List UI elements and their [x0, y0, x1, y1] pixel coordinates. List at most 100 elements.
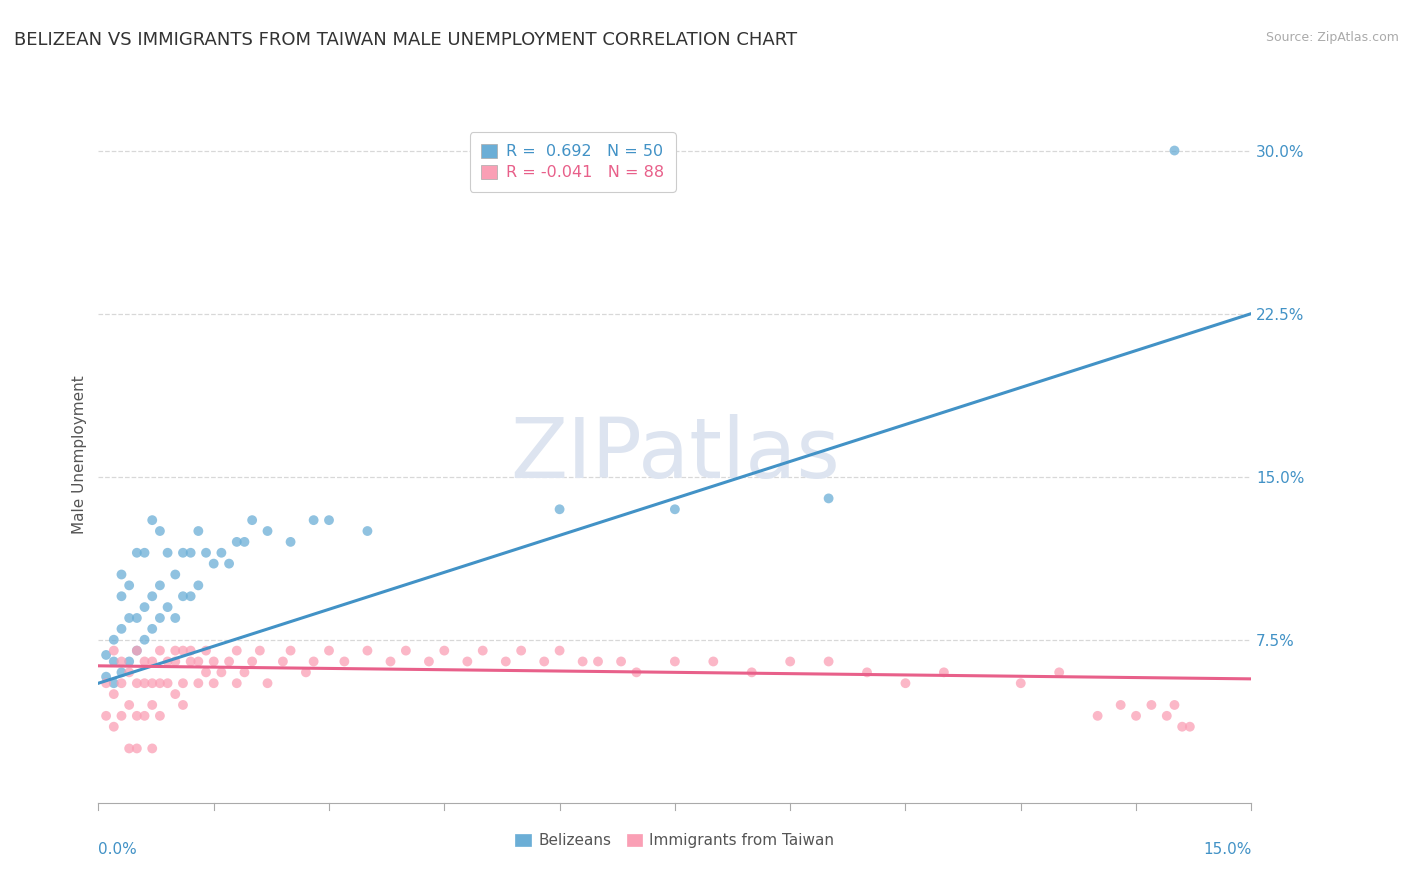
Point [149, 611, 172, 625]
Point [141, 655, 163, 669]
Point [433, 643, 456, 657]
Point [240, 655, 263, 669]
Point [302, 655, 325, 669]
Point [817, 491, 839, 506]
Point [103, 655, 125, 669]
Point [510, 643, 533, 657]
Point [125, 676, 148, 690]
Point [149, 578, 172, 592]
Point [180, 546, 202, 560]
Point [110, 665, 132, 680]
Point [418, 655, 440, 669]
Point [134, 708, 156, 723]
Point [209, 665, 232, 680]
Point [225, 643, 247, 657]
Point [125, 708, 148, 723]
Point [165, 567, 187, 582]
Point [1109, 698, 1132, 712]
Point [225, 534, 247, 549]
Point [172, 698, 194, 712]
Point [103, 720, 125, 734]
Point [395, 643, 418, 657]
Point [125, 643, 148, 657]
Point [134, 676, 156, 690]
Point [118, 611, 141, 625]
Point [1156, 708, 1178, 723]
Point [1047, 665, 1070, 680]
Point [741, 665, 763, 680]
Point [180, 643, 202, 657]
Point [1140, 698, 1163, 712]
Point [1010, 676, 1032, 690]
Point [187, 676, 209, 690]
Point [240, 513, 263, 527]
Point [94, 670, 117, 684]
Point [141, 676, 163, 690]
Point [165, 687, 187, 701]
Point [318, 643, 340, 657]
Point [180, 589, 202, 603]
Point [165, 655, 187, 669]
Point [134, 600, 156, 615]
Text: BELIZEAN VS IMMIGRANTS FROM TAIWAN MALE UNEMPLOYMENT CORRELATION CHART: BELIZEAN VS IMMIGRANTS FROM TAIWAN MALE … [14, 31, 797, 49]
Point [548, 643, 571, 657]
Point [571, 655, 593, 669]
Point [664, 655, 686, 669]
Point [1125, 708, 1147, 723]
Point [149, 676, 172, 690]
Point [134, 632, 156, 647]
Point [664, 502, 686, 516]
Point [1163, 698, 1185, 712]
Point [165, 643, 187, 657]
Point [110, 589, 132, 603]
Point [156, 546, 179, 560]
Point [779, 655, 801, 669]
Text: ZIPatlas: ZIPatlas [510, 415, 839, 495]
Point [103, 687, 125, 701]
Point [1087, 708, 1109, 723]
Point [626, 665, 648, 680]
Point [610, 655, 633, 669]
Point [172, 546, 194, 560]
Point [202, 557, 225, 571]
Point [110, 655, 132, 669]
Legend: Belizeans, Immigrants from Taiwan: Belizeans, Immigrants from Taiwan [509, 827, 841, 855]
Point [149, 708, 172, 723]
Point [125, 611, 148, 625]
Point [118, 655, 141, 669]
Point [125, 546, 148, 560]
Point [118, 698, 141, 712]
Point [134, 546, 156, 560]
Point [249, 643, 271, 657]
Point [94, 676, 117, 690]
Point [110, 708, 132, 723]
Point [471, 643, 494, 657]
Point [141, 622, 163, 636]
Point [125, 643, 148, 657]
Point [180, 655, 202, 669]
Point [356, 643, 378, 657]
Point [165, 611, 187, 625]
Point [271, 655, 294, 669]
Point [456, 655, 478, 669]
Point [103, 676, 125, 690]
Point [134, 655, 156, 669]
Point [495, 655, 517, 669]
Point [125, 741, 148, 756]
Point [202, 676, 225, 690]
Point [141, 741, 163, 756]
Point [141, 698, 163, 712]
Text: 0.0%: 0.0% [98, 842, 138, 856]
Point [533, 655, 555, 669]
Point [233, 534, 256, 549]
Point [187, 524, 209, 538]
Point [894, 676, 917, 690]
Point [195, 643, 218, 657]
Point [118, 741, 141, 756]
Point [103, 643, 125, 657]
Point [548, 502, 571, 516]
Point [333, 655, 356, 669]
Point [817, 655, 839, 669]
Point [156, 600, 179, 615]
Point [110, 567, 132, 582]
